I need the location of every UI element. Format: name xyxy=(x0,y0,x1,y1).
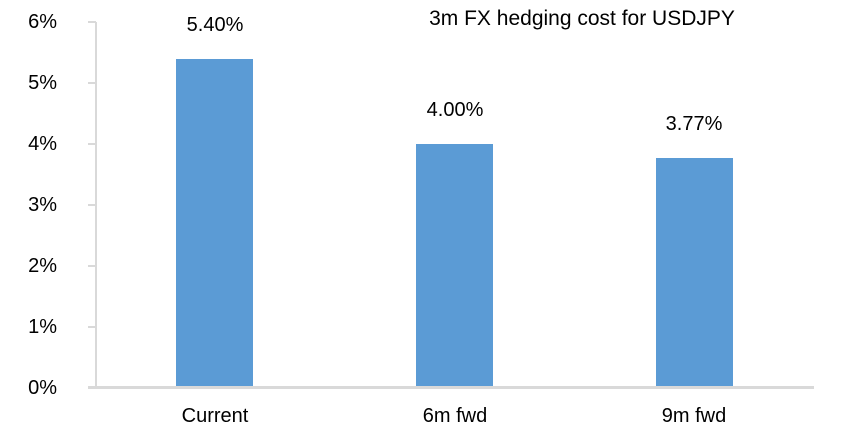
y-tick-label: 0% xyxy=(28,377,57,399)
x-axis-category-label: 9m fwd xyxy=(661,405,727,427)
y-axis-line xyxy=(95,22,97,388)
y-tick-mark xyxy=(88,265,96,267)
y-tick-mark xyxy=(88,82,96,84)
y-tick-label: 5% xyxy=(28,72,57,94)
y-tick-mark xyxy=(88,21,96,23)
y-tick-mark xyxy=(88,143,96,145)
bar-value-label: 4.00% xyxy=(426,99,484,121)
bar-current xyxy=(176,59,253,387)
y-tick-mark xyxy=(88,204,96,206)
y-tick-label: 6% xyxy=(28,11,57,33)
bar-9m-fwd xyxy=(656,158,733,387)
bar-value-label: 3.77% xyxy=(665,113,723,135)
y-tick-label: 2% xyxy=(28,255,57,277)
bar-6m-fwd xyxy=(416,144,493,387)
x-axis-category-label: Current xyxy=(181,405,249,427)
x-axis-category-label: 6m fwd xyxy=(422,405,488,427)
x-axis-line xyxy=(88,386,814,389)
bar-value-label: 5.40% xyxy=(186,14,244,36)
chart-title: 3m FX hedging cost for USDJPY xyxy=(429,7,735,30)
y-tick-label: 3% xyxy=(28,194,57,216)
y-tick-label: 4% xyxy=(28,133,57,155)
y-tick-label: 1% xyxy=(28,316,57,338)
y-tick-mark xyxy=(88,326,96,328)
